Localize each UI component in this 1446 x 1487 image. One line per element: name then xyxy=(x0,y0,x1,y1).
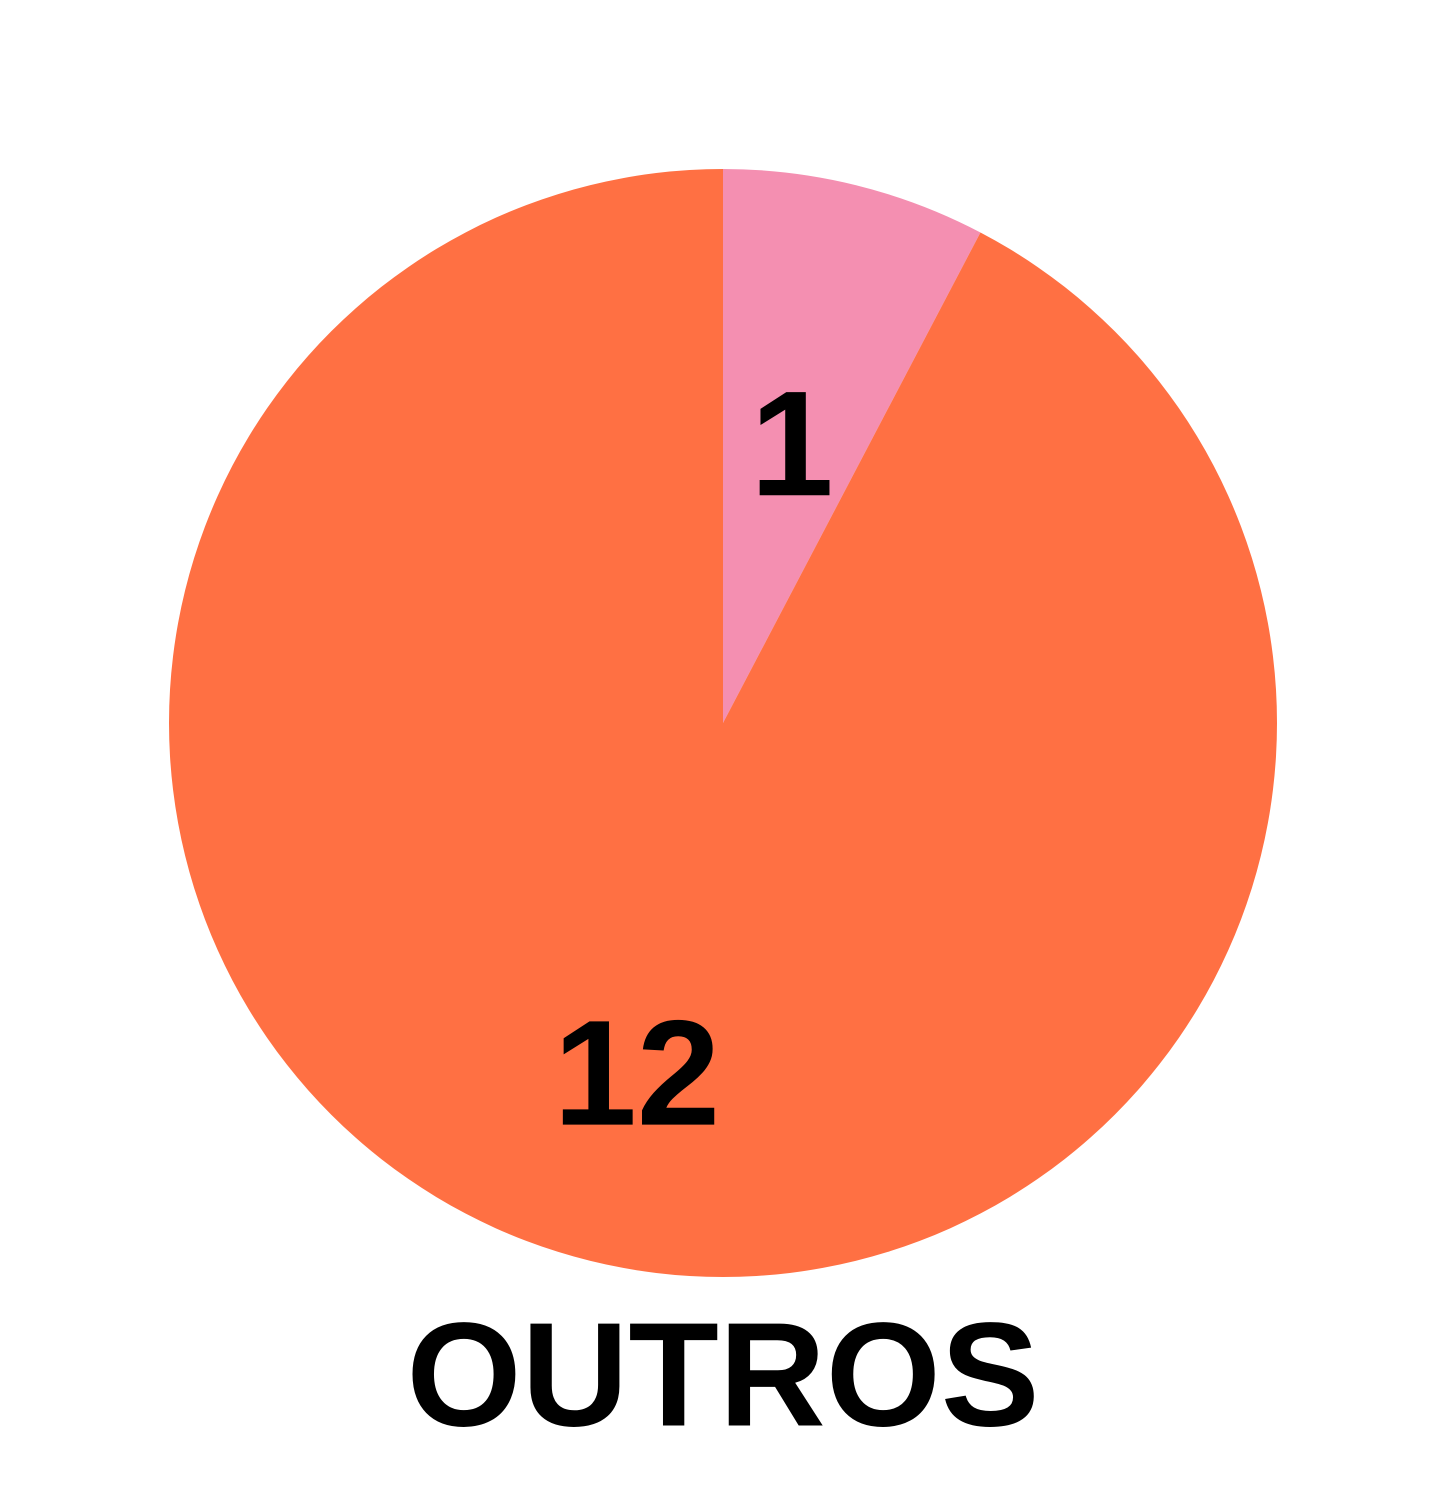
slice-label-12: 12 xyxy=(553,989,720,1157)
chart-caption: OUTROS xyxy=(406,1293,1039,1458)
pie-slice-12 xyxy=(169,169,1278,1278)
pie-slice-labels: 1 12 xyxy=(553,359,833,1156)
slice-label-1: 1 xyxy=(750,359,833,527)
pie-slices xyxy=(169,169,1278,1278)
pie-slice-1 xyxy=(723,169,981,723)
